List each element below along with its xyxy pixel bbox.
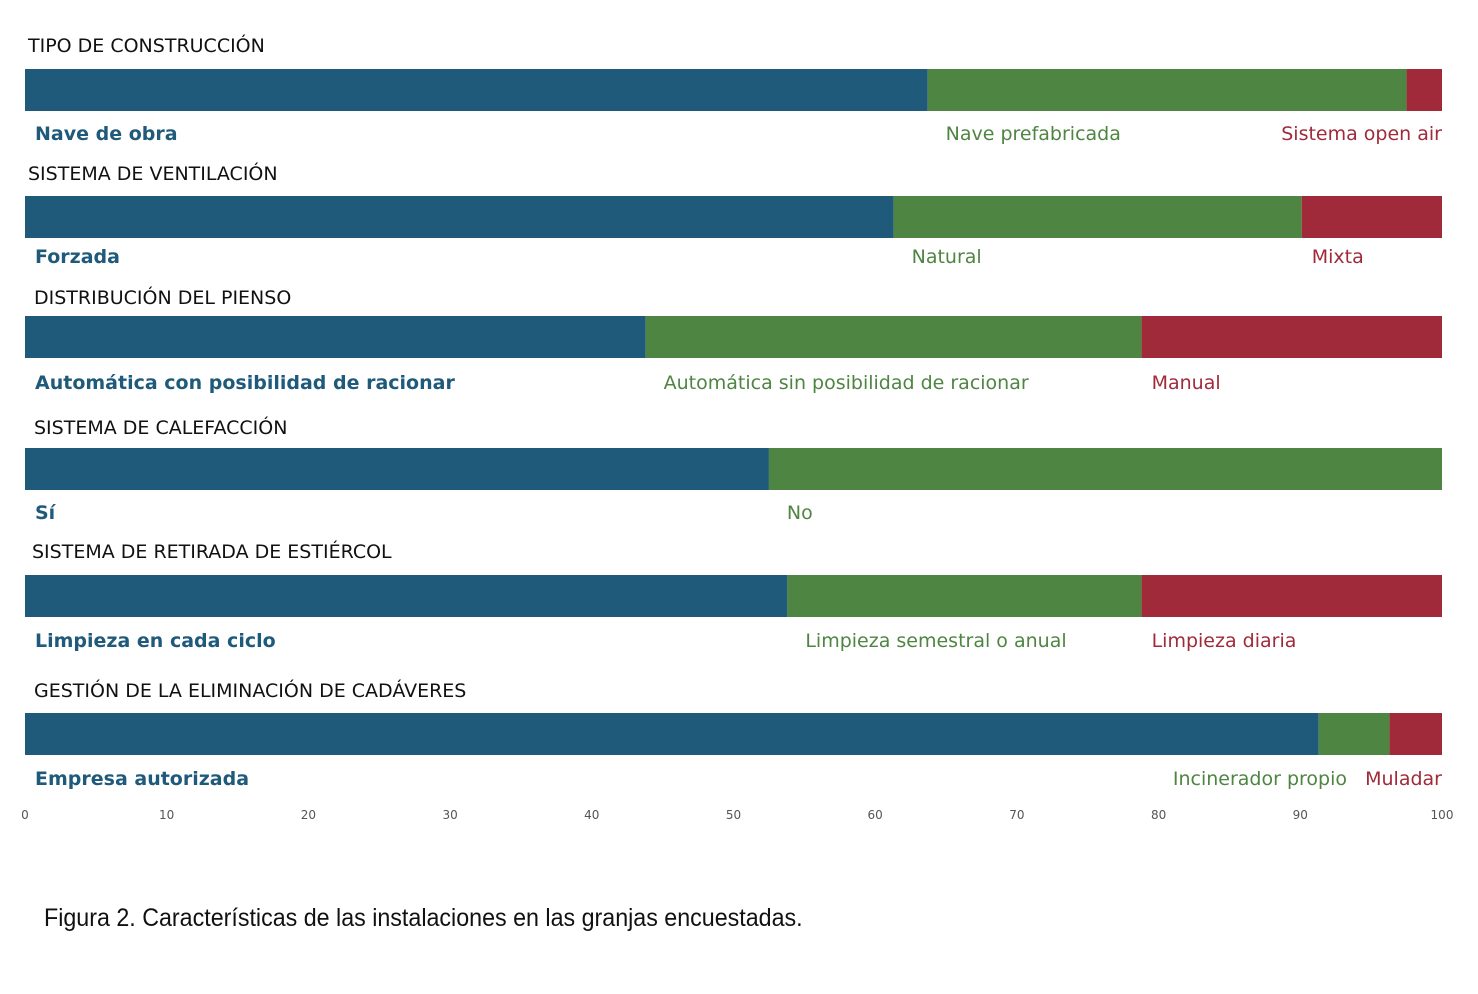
segment-label: Incinerador propio — [1173, 768, 1347, 790]
bar-segment — [25, 316, 646, 358]
bar-segment — [787, 575, 1142, 617]
bar-segment — [893, 196, 1302, 238]
bar-segment — [25, 196, 894, 238]
bar-group: SISTEMA DE CALEFACCIÓN Sí No — [25, 415, 1442, 524]
segment-label: Nave de obra — [35, 123, 178, 145]
group-title: SISTEMA DE CALEFACCIÓN — [34, 415, 287, 439]
x-tick-label: 30 — [442, 808, 457, 822]
bar-segment — [1301, 196, 1442, 238]
x-tick-label: 0 — [21, 808, 29, 822]
bar-segment — [927, 69, 1407, 111]
bar-segment — [1406, 69, 1442, 111]
group-title: SISTEMA DE VENTILACIÓN — [28, 161, 278, 185]
segment-label: Limpieza diaria — [1152, 630, 1297, 652]
x-tick-label: 80 — [1151, 808, 1166, 822]
segment-label: Forzada — [35, 246, 120, 268]
segment-label: Limpieza semestral o anual — [805, 630, 1066, 652]
segment-label: Nave prefabricada — [946, 123, 1121, 145]
stacked-bar-chart: TIPO DE CONSTRUCCIÓN Nave de obra Nave pre… — [21, 33, 1453, 822]
bar-group: SISTEMA DE VENTILACIÓN Forzada Natural Mixt… — [25, 161, 1442, 268]
x-tick-label: 60 — [868, 808, 883, 822]
bar-group: SISTEMA DE RETIRADA DE ESTIÉRCOL Limpieza… — [25, 540, 1442, 652]
segment-label: Mixta — [1312, 246, 1364, 268]
bar-segment — [25, 575, 788, 617]
group-title: DISTRIBUCIÓN DEL PIENSO — [34, 285, 291, 309]
bar-segment — [1318, 713, 1390, 755]
x-tick-label: 90 — [1293, 808, 1308, 822]
bar-segment — [768, 448, 1442, 490]
group-title: GESTIÓN DE LA ELIMINACIÓN DE CADÁVERES — [34, 678, 466, 702]
segment-label: Manual — [1152, 372, 1221, 394]
bar-segment — [25, 69, 928, 111]
segment-label: Muladar — [1365, 768, 1442, 790]
segment-label: Empresa autorizada — [35, 768, 249, 790]
segment-label: Natural — [912, 246, 982, 268]
bar-segment — [1141, 316, 1442, 358]
bar-segment — [645, 316, 1142, 358]
segment-label: No — [787, 502, 813, 524]
group-title: SISTEMA DE RETIRADA DE ESTIÉRCOL — [32, 540, 392, 563]
figure-caption: Figura 2. Características de las instala… — [44, 904, 803, 932]
group-title: TIPO DE CONSTRUCCIÓN — [27, 33, 265, 57]
segment-label: Sí — [35, 502, 57, 524]
bar-segment — [25, 448, 769, 490]
x-tick-label: 10 — [159, 808, 174, 822]
x-tick-label: 20 — [301, 808, 316, 822]
bar-group: DISTRIBUCIÓN DEL PIENSO Automática con po… — [25, 285, 1442, 394]
segment-label: Automática con posibilidad de racionar — [35, 372, 455, 394]
x-tick-label: 40 — [584, 808, 599, 822]
segment-label: Limpieza en cada ciclo — [35, 630, 276, 652]
bar-segment — [25, 713, 1319, 755]
x-axis: 0 10 20 30 40 50 60 70 80 90 100 — [21, 808, 1453, 822]
bar-segment — [1141, 575, 1442, 617]
x-tick-label: 100 — [1431, 808, 1454, 822]
bar-group: TIPO DE CONSTRUCCIÓN Nave de obra Nave pre… — [25, 33, 1442, 145]
bar-group: GESTIÓN DE LA ELIMINACIÓN DE CADÁVERES Em… — [25, 678, 1442, 790]
segment-label: Automática sin posibilidad de racionar — [664, 372, 1029, 394]
segment-label: Sistema open air — [1281, 123, 1442, 145]
bar-segment — [1389, 713, 1442, 755]
x-tick-label: 70 — [1009, 808, 1024, 822]
x-tick-label: 50 — [726, 808, 741, 822]
